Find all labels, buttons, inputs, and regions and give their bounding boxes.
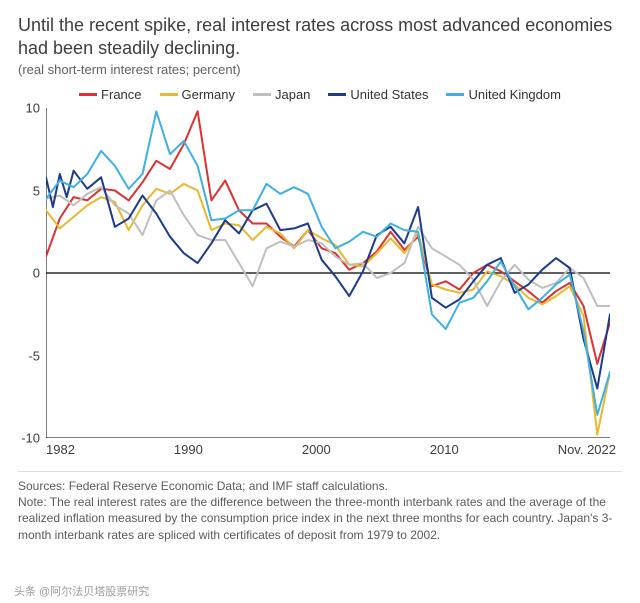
chart-plot-area: -10-50510 xyxy=(46,108,612,438)
legend-item: United States xyxy=(328,87,428,102)
x-tick-label: 2000 xyxy=(302,442,331,457)
legend-label: United Kingdom xyxy=(468,87,561,102)
chart-page: Until the recent spike, real interest ra… xyxy=(0,0,640,603)
y-tick-label: 10 xyxy=(26,101,46,116)
x-tick-label: 1982 xyxy=(46,442,75,457)
chart-footnote: Sources: Federal Reserve Economic Data; … xyxy=(18,471,622,543)
y-tick-label: 5 xyxy=(33,183,46,198)
y-tick-label: -10 xyxy=(21,431,46,446)
x-tick-label: 1990 xyxy=(174,442,203,457)
legend-item: United Kingdom xyxy=(446,87,561,102)
chart-title: Until the recent spike, real interest ra… xyxy=(18,14,622,59)
x-axis-labels: 1982 1990 2000 2010 Nov. 2022 xyxy=(18,442,622,457)
note-text: Note: The real interest rates are the di… xyxy=(18,494,622,543)
legend-label: Germany xyxy=(182,87,235,102)
legend-label: France xyxy=(101,87,141,102)
legend-item: Japan xyxy=(253,87,310,102)
x-tick-label: 2010 xyxy=(430,442,459,457)
legend-item: France xyxy=(79,87,141,102)
y-tick-label: 0 xyxy=(33,266,46,281)
legend-swatch xyxy=(446,93,464,96)
line-chart-svg xyxy=(46,108,610,438)
sources-text: Sources: Federal Reserve Economic Data; … xyxy=(18,478,622,494)
legend-swatch xyxy=(253,93,271,96)
chart-legend: France Germany Japan United States United Ki… xyxy=(18,87,622,102)
y-tick-label: -5 xyxy=(28,348,46,363)
legend-label: United States xyxy=(350,87,428,102)
x-tick-label: Nov. 2022 xyxy=(558,442,616,457)
legend-swatch xyxy=(160,93,178,96)
legend-swatch xyxy=(79,93,97,96)
watermark-left: 头条 @阿尔法贝塔股票研究 xyxy=(14,583,149,599)
chart-subtitle: (real short-term interest rates; percent… xyxy=(18,62,622,77)
legend-item: Germany xyxy=(160,87,235,102)
legend-swatch xyxy=(328,93,346,96)
legend-label: Japan xyxy=(275,87,310,102)
